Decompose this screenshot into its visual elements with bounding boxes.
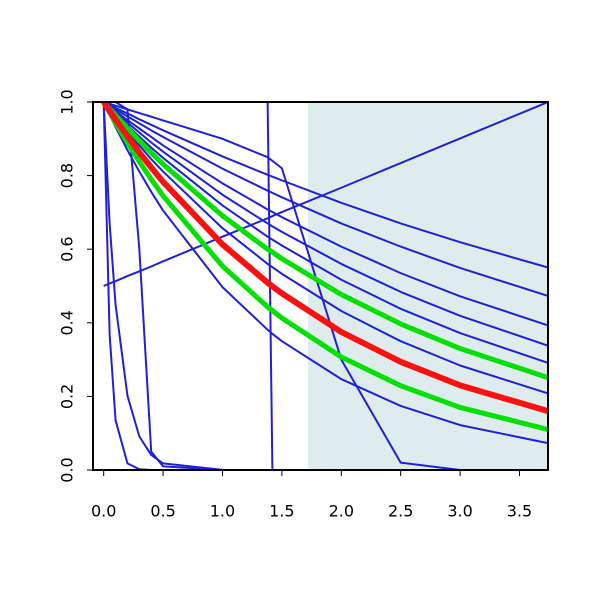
plot-frame [92,101,549,471]
x-tick-label: 0.0 [91,502,116,521]
y-tick-label: 0.4 [58,310,77,335]
y-tick-label: 0.8 [58,163,77,188]
y-tick-label: 0.0 [58,457,77,482]
series-line [103,102,548,470]
series-line [102,102,548,445]
x-tick-label: 2.0 [329,502,354,521]
x-tick-label: 2.5 [388,502,413,521]
series-line [103,102,548,470]
plot-area [101,102,548,470]
series-line [101,102,548,381]
x-tick-label: 3.0 [447,502,472,521]
shaded-region [308,102,548,470]
x-tick-label: 1.5 [269,502,294,521]
series-line [103,102,548,269]
series-line [101,102,548,414]
y-tick-label: 0.2 [58,384,77,409]
series-line [103,102,548,297]
y-tick-label: 0.6 [58,236,77,261]
series-line [103,102,548,287]
y-tick-label: 1.0 [58,89,77,114]
series-line [102,102,548,470]
x-tick-label: 0.5 [150,502,175,521]
series-line [103,102,548,327]
x-tick-label: 1.0 [210,502,235,521]
x-tick-label: 3.5 [507,502,532,521]
